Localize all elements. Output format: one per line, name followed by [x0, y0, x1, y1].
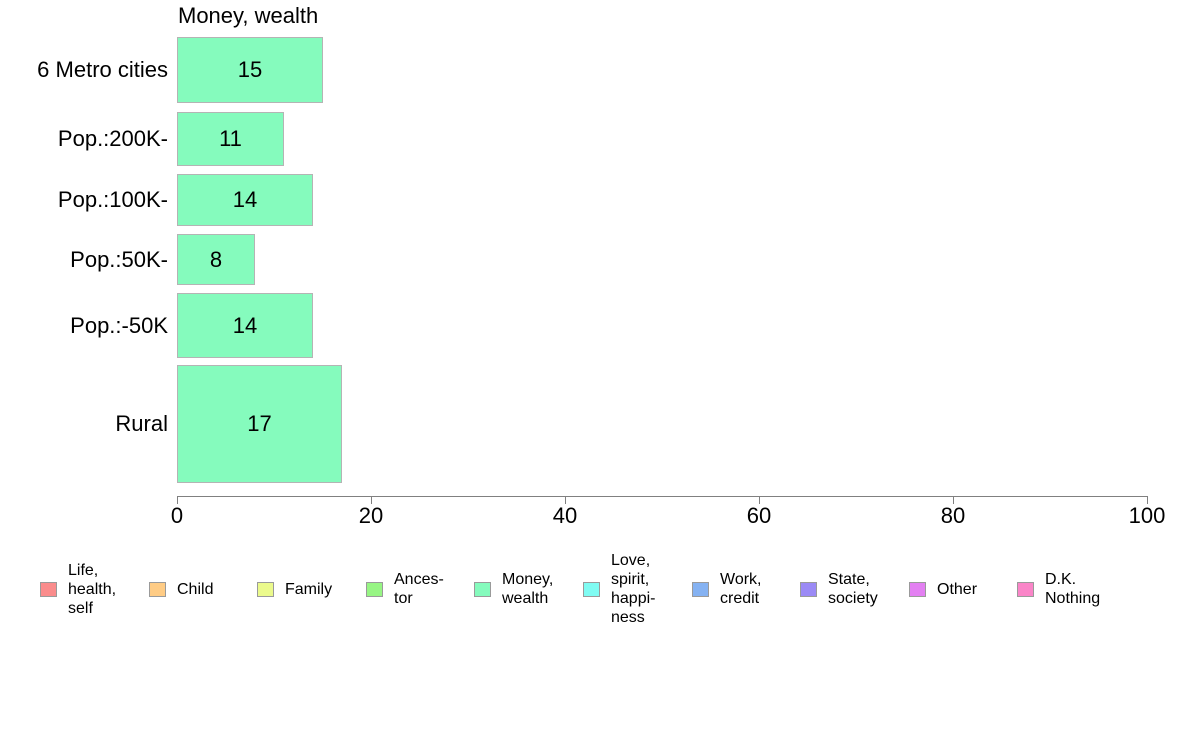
x-axis-tick-label: 60: [746, 503, 772, 528]
legend-item: Ances- tor: [366, 547, 444, 631]
legend-item-label: Money, wealth: [502, 571, 554, 607]
legend-swatch: [474, 581, 491, 597]
category-label: Pop.:-50K: [70, 312, 168, 338]
legend-item-label: Family: [285, 580, 333, 598]
legend-item: Money, wealth: [474, 547, 553, 631]
x-axis-tick: [177, 497, 178, 504]
legend-item-label: State, society: [828, 571, 878, 607]
category-label: Rural: [115, 411, 168, 436]
legend-item-label: Love, spirit, happi- ness: [611, 552, 656, 626]
legend-swatch: [366, 581, 383, 597]
legend-swatch: [257, 581, 274, 597]
legend-swatch: [583, 581, 600, 597]
legend-swatch: [1017, 581, 1034, 597]
bar-value-label: 14: [232, 187, 258, 212]
category-label: 6 Metro cities: [37, 57, 168, 82]
bar: 8: [177, 234, 255, 285]
x-axis-line: [177, 496, 1148, 497]
legend-item-label: Life, health, self: [68, 561, 117, 617]
x-axis-tick-label: 20: [358, 503, 384, 528]
x-axis-tick: [371, 497, 372, 504]
bar: 14: [177, 293, 313, 358]
bar-value-label: 17: [247, 411, 272, 436]
x-axis-tick-label: 100: [1128, 503, 1166, 528]
bar-value-label: 11: [219, 126, 242, 151]
bar: 14: [177, 174, 313, 226]
bar-value-label: 8: [209, 246, 223, 272]
bar: 17: [177, 365, 342, 483]
legend-item: Child: [149, 547, 213, 631]
legend-item-label: Other: [937, 580, 978, 598]
x-axis-tick-label: 40: [552, 503, 578, 528]
category-label: Pop.:50K-: [70, 246, 168, 272]
bar-value-label: 14: [232, 312, 258, 338]
legend-swatch: [800, 581, 817, 597]
legend-item: Work, credit: [692, 547, 761, 631]
legend-item: Family: [257, 547, 332, 631]
x-axis-tick: [565, 497, 566, 504]
category-label: Pop.:200K-: [57, 126, 168, 151]
legend-item-label: Work, credit: [720, 571, 762, 607]
x-axis-tick: [953, 497, 954, 504]
chart-title: Money, wealth: [178, 3, 319, 28]
x-axis-tick-label: 0: [170, 503, 184, 528]
category-label: Pop.:100K-: [57, 187, 168, 212]
legend-item-label: Child: [177, 580, 214, 598]
legend-swatch: [40, 581, 57, 597]
bar-value-label: 15: [237, 57, 263, 82]
legend-item: State, society: [800, 547, 878, 631]
legend-item: Love, spirit, happi- ness: [583, 547, 655, 631]
x-axis-tick: [1147, 497, 1148, 504]
legend-item: Life, health, self: [40, 547, 116, 631]
legend-item: Other: [909, 547, 977, 631]
bar: 11: [177, 112, 284, 166]
x-axis-tick: [759, 497, 760, 504]
x-axis-tick-label: 80: [940, 503, 966, 528]
legend-swatch: [692, 581, 709, 597]
legend-item-label: Ances- tor: [394, 571, 444, 607]
legend-item: D.K. Nothing: [1017, 547, 1100, 631]
legend-swatch: [149, 581, 166, 597]
legend-item-label: D.K. Nothing: [1045, 571, 1101, 607]
legend-swatch: [909, 581, 926, 597]
bar: 15: [177, 37, 323, 103]
